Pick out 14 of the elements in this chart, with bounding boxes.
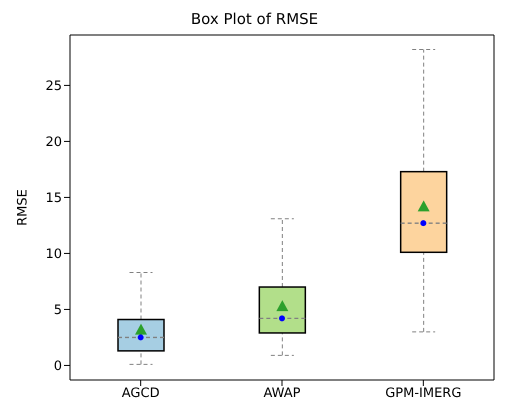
y-axis-title: RMSE bbox=[16, 189, 31, 226]
point bbox=[279, 315, 285, 322]
chart-title: Box Plot of RMSE bbox=[190, 9, 320, 30]
x-tick-label: GPM-IMERG bbox=[385, 386, 462, 402]
y-tick-label: 10 bbox=[45, 247, 62, 262]
x-tick-label: AGCD bbox=[122, 386, 160, 402]
point bbox=[420, 220, 426, 226]
y-tick-label: 25 bbox=[45, 79, 62, 94]
y-tick-label: 20 bbox=[45, 135, 62, 150]
x-tick-label: AWAP bbox=[263, 386, 301, 402]
point bbox=[138, 334, 144, 340]
y-tick-label: 0 bbox=[54, 359, 62, 374]
y-tick-label: 5 bbox=[54, 303, 62, 318]
y-tick-label: 15 bbox=[45, 191, 62, 206]
